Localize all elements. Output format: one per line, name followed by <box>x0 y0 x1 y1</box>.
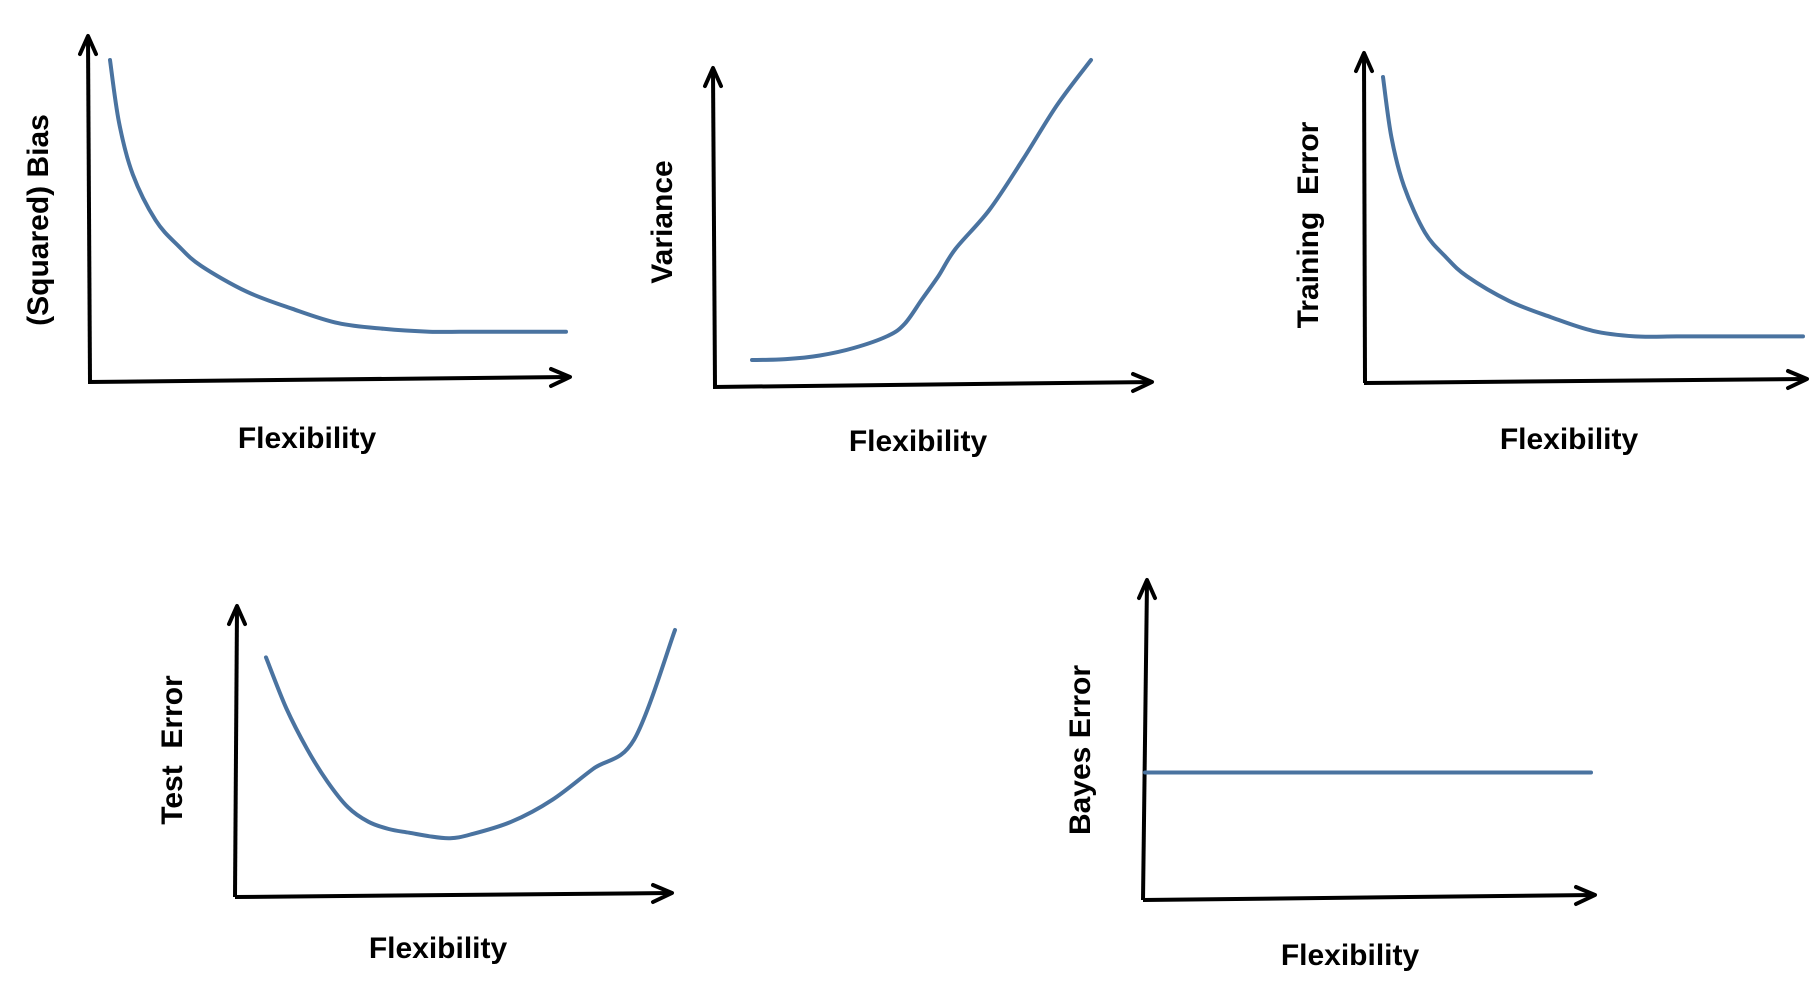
y-axis <box>711 69 717 388</box>
y-axis <box>1141 581 1149 901</box>
y-axis <box>233 607 239 898</box>
x-axis-arrowhead <box>1574 885 1597 906</box>
y-axis <box>86 37 92 383</box>
y-axis-label: Test Error <box>156 675 189 825</box>
x-axis-label: Flexibility <box>369 932 508 965</box>
chart-bayes-error: Flexibility Bayes Error <box>1064 578 1597 972</box>
x-axis-label: Flexibility <box>1500 423 1639 456</box>
y-axis-arrowhead <box>78 34 98 56</box>
x-axis <box>1363 377 1806 385</box>
series-line-test-error <box>264 628 677 841</box>
y-axis-label: Training Error <box>1292 121 1325 328</box>
y-axis-arrowhead <box>227 604 247 626</box>
series-line-training-error <box>1381 75 1805 339</box>
series-line-bias <box>108 58 568 334</box>
x-axis-label: Flexibility <box>1281 939 1420 972</box>
x-axis <box>234 891 671 899</box>
y-axis-arrowhead <box>1354 51 1374 73</box>
x-axis-arrowhead <box>651 883 674 904</box>
x-axis-arrowhead <box>1786 369 1809 390</box>
chart-test-error: Flexibility Test Error <box>156 604 677 965</box>
y-axis-arrowhead <box>703 66 723 88</box>
series-line-variance <box>750 58 1093 362</box>
x-axis-label: Flexibility <box>238 422 377 455</box>
y-axis-label: Variance <box>646 160 679 283</box>
x-axis-label: Flexibility <box>849 425 988 458</box>
y-axis-arrowhead <box>1137 578 1157 600</box>
x-axis <box>712 380 1151 389</box>
chart-training-error: Flexibility Training Error <box>1292 51 1809 456</box>
y-axis-label: (Squared) Bias <box>22 114 55 326</box>
chart-squared-bias: Flexibility (Squared) Bias <box>22 34 572 455</box>
x-axis-arrowhead <box>549 367 572 388</box>
x-axis <box>1142 893 1594 902</box>
x-axis <box>87 375 569 384</box>
x-axis-arrowhead <box>1131 372 1154 393</box>
y-axis-label: Bayes Error <box>1064 665 1097 835</box>
y-axis <box>1362 54 1367 384</box>
chart-variance: Flexibility Variance <box>646 58 1154 458</box>
